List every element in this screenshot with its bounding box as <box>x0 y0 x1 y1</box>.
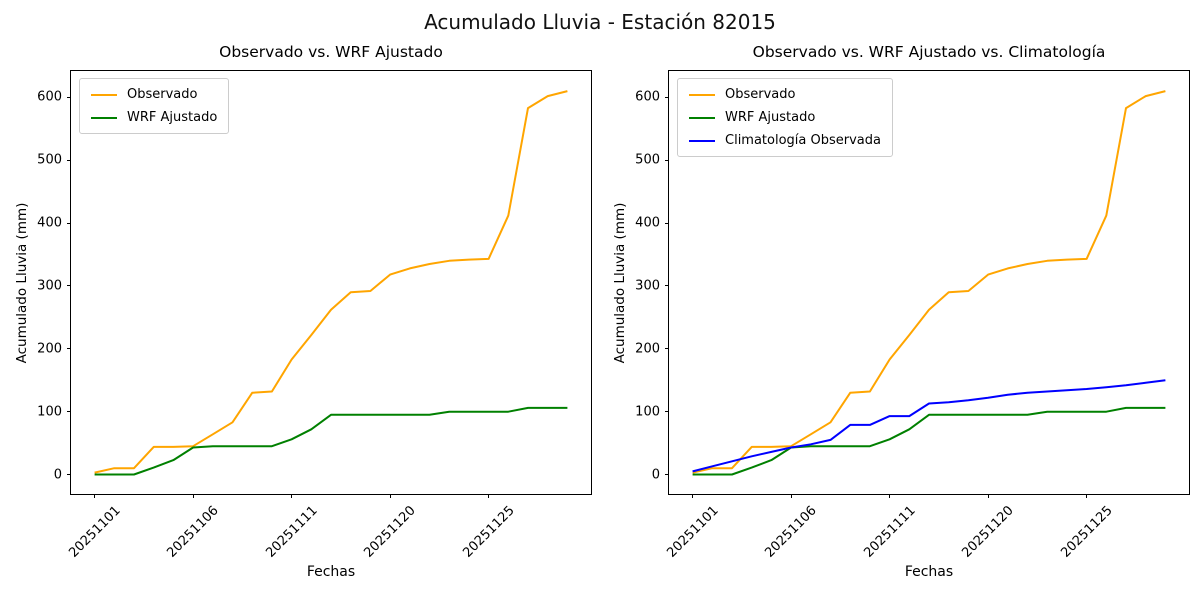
y-tick-label: 500 <box>635 152 660 168</box>
series-line-observado <box>94 90 568 474</box>
y-tick-mark <box>67 159 71 161</box>
y-tick-mark <box>67 285 71 287</box>
y-tick-mark <box>67 96 71 98</box>
x-tick-mark <box>692 494 694 498</box>
chart-right-legend: Observado WRF Ajustado Climatología Observ… <box>677 78 893 157</box>
x-tick-mark <box>192 494 194 498</box>
y-tick-label: 400 <box>635 215 660 231</box>
y-tick-mark <box>665 159 669 161</box>
x-tick-label: 20251106 <box>762 503 820 561</box>
x-tick-label: 20251120 <box>361 503 419 561</box>
legend-line-swatch-climatologia-observada <box>689 139 715 142</box>
legend-item-wrf-ajustado: WRF Ajustado <box>91 110 217 125</box>
legend-label: WRF Ajustado <box>725 110 816 125</box>
y-tick-label: 100 <box>37 404 62 420</box>
x-tick-mark <box>1086 494 1088 498</box>
y-tick-label: 500 <box>37 152 62 168</box>
y-tick-mark <box>67 348 71 350</box>
chart-left-y-axis-label: Acumulado Lluvia (mm) <box>14 202 30 363</box>
legend-label: WRF Ajustado <box>127 110 218 125</box>
chart-right-plot-area <box>692 90 1166 476</box>
chart-left-axes: Observado vs. WRF Ajustado Acumulado Llu… <box>14 43 592 580</box>
y-tick-label: 0 <box>53 467 62 482</box>
y-tick-label: 600 <box>37 89 62 105</box>
x-tick-mark <box>94 494 96 498</box>
legend-label: Observado <box>725 87 796 102</box>
y-tick-mark <box>67 474 71 475</box>
legend-line-swatch-wrf-ajustado <box>689 116 715 119</box>
chart-left-x-axis-label: Fechas <box>306 564 356 580</box>
chart-right-y-axis-label: Acumulado Lluvia (mm) <box>612 202 628 363</box>
x-tick-label: 20251111 <box>860 503 919 561</box>
y-tick-label: 300 <box>37 278 62 294</box>
x-tick-mark <box>790 494 792 498</box>
x-tick-label: 20251125 <box>459 503 518 561</box>
legend-line-swatch-observado <box>91 93 117 96</box>
y-tick-label: 600 <box>635 89 660 105</box>
y-tick-mark <box>665 285 669 287</box>
series-line-wrf-ajustado <box>692 406 1166 476</box>
legend-line-swatch-observado <box>689 93 715 96</box>
x-tick-label: 20251120 <box>959 503 1017 561</box>
y-tick-mark <box>665 222 669 224</box>
y-tick-mark <box>665 96 669 98</box>
y-tick-label: 0 <box>651 467 660 482</box>
y-tick-mark <box>67 411 71 413</box>
chart-left-legend: Observado WRF Ajustado <box>79 78 230 134</box>
chart-left-title: Observado vs. WRF Ajustado <box>219 43 443 61</box>
y-tick-mark <box>67 222 71 224</box>
legend-line-swatch-wrf-ajustado <box>91 116 117 119</box>
x-tick-mark <box>987 494 989 498</box>
series-line-climatologia-observada <box>692 379 1166 473</box>
legend-item-climatologia-observada: Climatología Observada <box>689 133 881 148</box>
legend-label: Observado <box>127 87 198 102</box>
chart-left-plot-area <box>94 90 568 476</box>
y-tick-label: 300 <box>635 278 660 294</box>
y-tick-mark <box>665 474 669 475</box>
legend-label: Climatología Observada <box>725 133 881 148</box>
series-line-observado <box>692 90 1166 474</box>
chart-right-x-axis-label: Fechas <box>904 564 954 580</box>
x-tick-mark <box>291 494 293 498</box>
y-tick-label: 200 <box>37 341 62 357</box>
x-tick-label: 20251111 <box>262 503 321 561</box>
x-tick-label: 20251101 <box>65 503 124 561</box>
figure-suptitle: Acumulado Lluvia - Estación 82015 <box>424 10 776 34</box>
series-line-wrf-ajustado <box>94 406 568 476</box>
y-tick-label: 100 <box>635 404 660 420</box>
x-tick-label: 20251125 <box>1057 503 1116 561</box>
chart-right-axes: Observado vs. WRF Ajustado vs. Climatolo… <box>612 43 1190 580</box>
x-tick-mark <box>488 494 490 498</box>
x-tick-mark <box>889 494 891 498</box>
chart-right-title: Observado vs. WRF Ajustado vs. Climatolo… <box>752 43 1106 61</box>
legend-item-observado: Observado <box>91 87 217 102</box>
y-tick-mark <box>665 411 669 413</box>
legend-item-wrf-ajustado: WRF Ajustado <box>689 110 881 125</box>
legend-item-observado: Observado <box>689 87 881 102</box>
y-tick-label: 400 <box>37 215 62 231</box>
y-tick-label: 200 <box>635 341 660 357</box>
y-tick-mark <box>665 348 669 350</box>
x-tick-label: 20251101 <box>663 503 722 561</box>
x-tick-label: 20251106 <box>164 503 222 561</box>
x-tick-mark <box>389 494 391 498</box>
